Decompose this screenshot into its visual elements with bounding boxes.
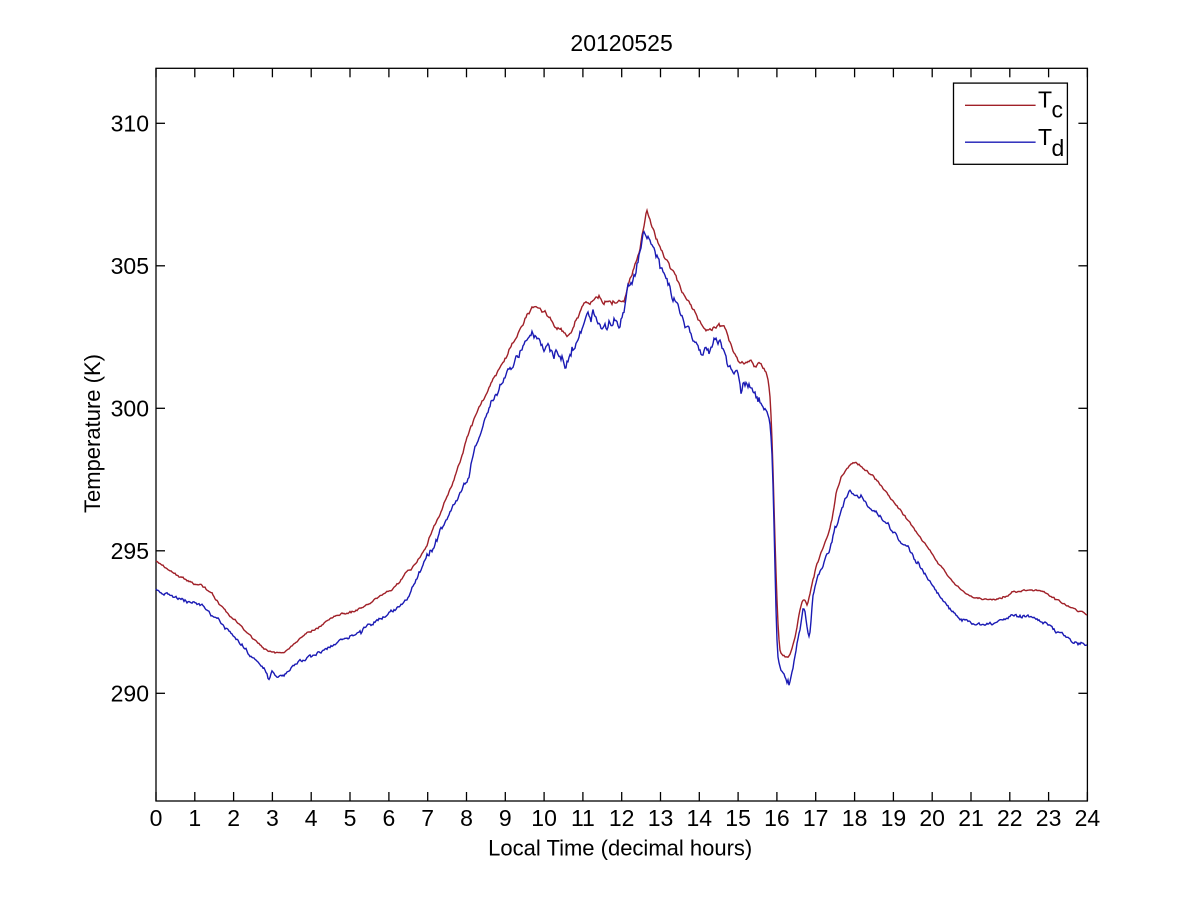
svg-text:15: 15 <box>725 805 751 831</box>
svg-text:11: 11 <box>571 805 595 831</box>
svg-text:310: 310 <box>111 110 149 136</box>
svg-text:21: 21 <box>958 805 984 831</box>
svg-text:300: 300 <box>111 395 149 421</box>
svg-text:Temperature (K): Temperature (K) <box>80 354 105 513</box>
svg-text:1: 1 <box>188 805 201 831</box>
svg-text:22: 22 <box>997 805 1023 831</box>
svg-text:4: 4 <box>305 805 318 831</box>
svg-text:16: 16 <box>764 805 790 831</box>
svg-text:c: c <box>1052 97 1064 123</box>
svg-text:6: 6 <box>383 805 396 831</box>
svg-text:290: 290 <box>111 680 149 706</box>
svg-text:8: 8 <box>460 805 473 831</box>
svg-text:20120525: 20120525 <box>570 30 672 56</box>
svg-text:24: 24 <box>1075 805 1101 831</box>
svg-text:9: 9 <box>499 805 512 831</box>
svg-text:17: 17 <box>803 805 829 831</box>
svg-text:10: 10 <box>531 805 557 831</box>
svg-text:Local Time (decimal hours): Local Time (decimal hours) <box>488 836 752 861</box>
svg-text:0: 0 <box>150 805 163 831</box>
svg-text:295: 295 <box>111 538 149 564</box>
svg-text:19: 19 <box>881 805 907 831</box>
svg-text:3: 3 <box>266 805 279 831</box>
svg-text:12: 12 <box>609 805 635 831</box>
svg-text:T: T <box>1038 87 1052 113</box>
svg-text:20: 20 <box>919 805 945 831</box>
svg-text:13: 13 <box>648 805 674 831</box>
svg-text:5: 5 <box>344 805 357 831</box>
svg-text:23: 23 <box>1036 805 1062 831</box>
svg-text:305: 305 <box>111 253 149 279</box>
svg-text:2: 2 <box>227 805 240 831</box>
svg-text:14: 14 <box>687 805 713 831</box>
svg-text:d: d <box>1052 135 1065 161</box>
svg-text:7: 7 <box>421 805 434 831</box>
svg-text:T: T <box>1038 124 1052 150</box>
svg-text:18: 18 <box>842 805 868 831</box>
